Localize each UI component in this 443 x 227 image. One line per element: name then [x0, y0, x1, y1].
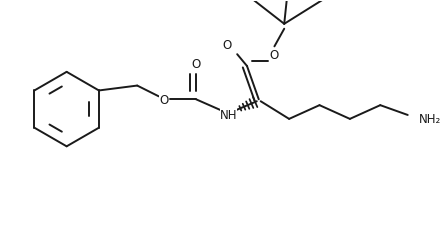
- Text: O: O: [223, 39, 232, 52]
- Text: O: O: [159, 93, 168, 106]
- Text: NH: NH: [220, 109, 237, 122]
- Text: O: O: [270, 49, 279, 62]
- Text: NH₂: NH₂: [419, 113, 441, 126]
- Text: O: O: [191, 58, 201, 71]
